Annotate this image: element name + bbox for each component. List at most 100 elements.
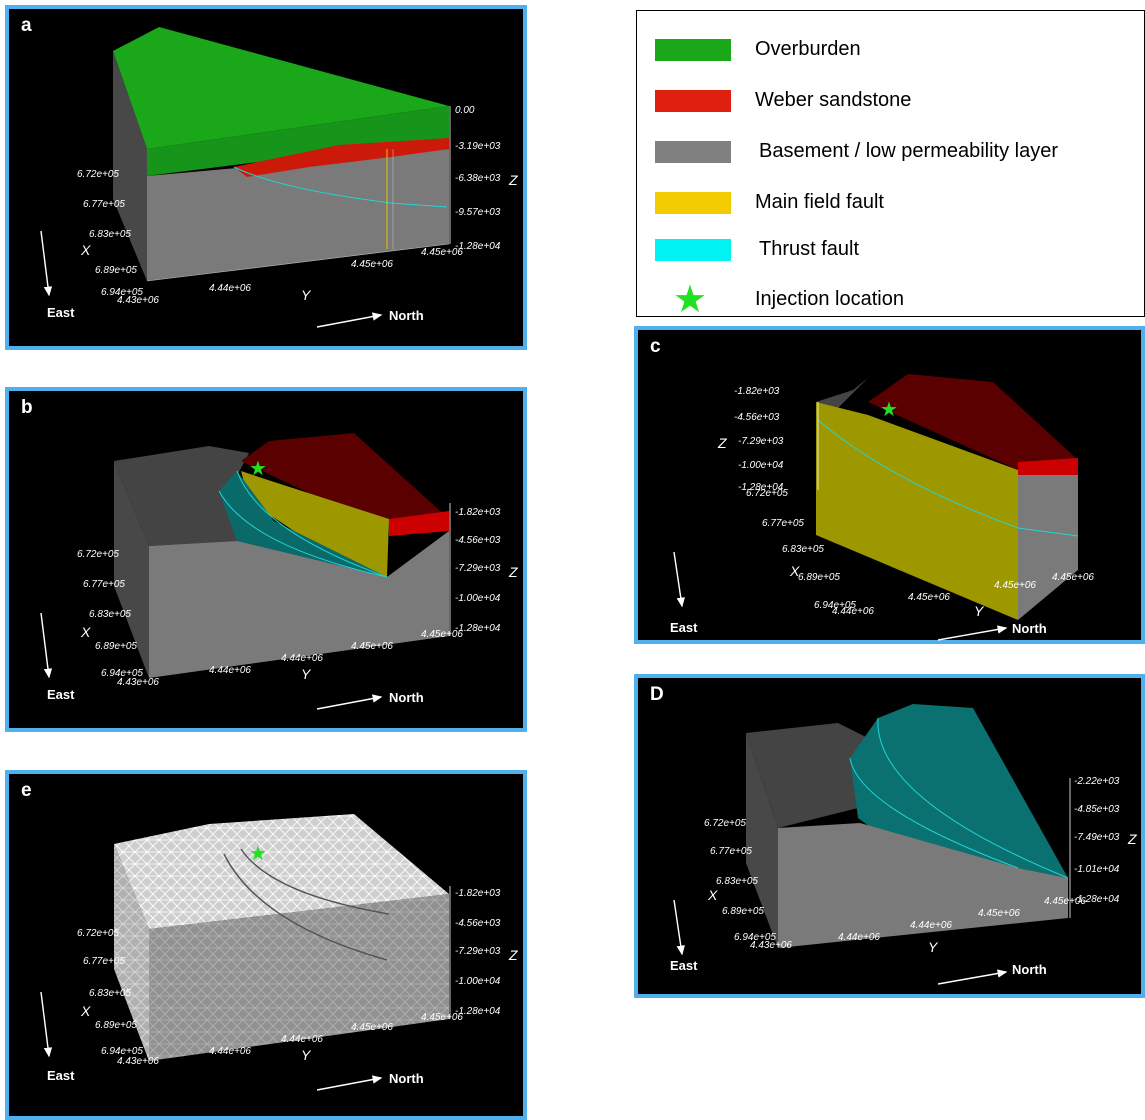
y-tick: 4.44e+06 <box>281 653 323 664</box>
legend-swatch <box>655 192 731 214</box>
north-label: North <box>389 308 424 323</box>
x-tick: 6.89e+05 <box>95 265 137 276</box>
z-axis-label: Z <box>717 435 727 451</box>
y-tick: 4.45e+06 <box>978 908 1020 919</box>
z-tick: -4.56e+03 <box>734 412 780 423</box>
x-tick: 6.83e+05 <box>89 988 131 999</box>
z-tick: -9.57e+03 <box>455 207 501 218</box>
east-label: East <box>47 1068 75 1083</box>
z-tick: -1.82e+03 <box>455 888 501 899</box>
x-tick: 6.72e+05 <box>77 928 119 939</box>
x-tick: 6.83e+05 <box>89 229 131 240</box>
panel-b: ★ b 6.72e+05 6.77e+05 6.83e+05 6.89e+05 … <box>5 387 527 732</box>
z-tick: -1.28e+04 <box>1074 894 1120 905</box>
x-axis-label: X <box>80 624 91 640</box>
east-label: East <box>670 620 698 635</box>
legend-item-weber-sandstone: Weber sandstone <box>637 84 1144 118</box>
panel-e-annotations: 6.72e+05 6.77e+05 6.83e+05 6.89e+05 6.94… <box>40 888 518 1091</box>
panel-c-annotations: -1.82e+03 -4.56e+03 -7.29e+03 -1.00e+04 … <box>670 386 1094 641</box>
z-tick: -4.56e+03 <box>455 918 501 929</box>
z-tick: -2.22e+03 <box>1074 776 1120 787</box>
x-tick: 6.72e+05 <box>746 488 788 499</box>
panel-d-annotations: 6.72e+05 6.77e+05 6.83e+05 6.89e+05 6.94… <box>670 776 1137 985</box>
y-axis-label: Y <box>301 1047 312 1063</box>
y-tick: 4.43e+06 <box>750 940 792 951</box>
legend-swatch <box>655 239 731 261</box>
panel-a-render <box>113 27 451 282</box>
panel-a: a 6.72e+05 6.77e+05 6.83e+05 6.89e+05 6.… <box>5 5 527 350</box>
panel-label: D <box>650 684 664 705</box>
east-label: East <box>47 687 75 702</box>
z-tick: -1.28e+04 <box>455 241 501 252</box>
panel-e: ★ e 6.72e+05 6.77e+05 6.83e+05 6.89e+05 … <box>5 770 527 1120</box>
z-tick: -1.01e+04 <box>1074 864 1120 875</box>
x-axis-label: X <box>707 887 718 903</box>
x-tick: 6.94e+05 <box>101 287 143 298</box>
x-tick: 6.83e+05 <box>716 876 758 887</box>
z-tick: -1.00e+04 <box>455 593 501 604</box>
legend-label: Basement / low permeability layer <box>759 140 1059 162</box>
y-tick: 4.45e+06 <box>908 592 950 603</box>
y-tick: 4.44e+06 <box>910 920 952 931</box>
y-tick: 4.44e+06 <box>832 606 874 617</box>
z-tick: -7.29e+03 <box>455 946 501 957</box>
injection-star-icon: ★ <box>880 399 898 421</box>
star-icon: ★ <box>673 279 708 321</box>
x-axis-label: X <box>80 1003 91 1019</box>
injection-star-icon: ★ <box>249 458 267 480</box>
z-tick: -3.19e+03 <box>455 141 501 152</box>
north-label: North <box>389 690 424 705</box>
x-tick: 6.94e+05 <box>101 668 143 679</box>
z-tick: -1.82e+03 <box>734 386 780 397</box>
panel-a-annotations: 6.72e+05 6.77e+05 6.83e+05 6.89e+05 6.94… <box>40 105 518 328</box>
legend-swatch <box>655 39 731 61</box>
z-tick: -1.28e+04 <box>455 623 501 634</box>
z-tick: -1.28e+04 <box>455 1006 501 1017</box>
panel-c: ★ c -1.82e+03 -4.56e+03 -7.29e+03 -1.00e… <box>634 326 1145 644</box>
z-tick: -7.49e+03 <box>1074 832 1120 843</box>
north-label: North <box>1012 621 1047 636</box>
legend-label: Thrust fault <box>759 238 860 260</box>
z-tick: -4.56e+03 <box>455 535 501 546</box>
z-tick: -1.00e+04 <box>455 976 501 987</box>
y-tick: 4.45e+06 <box>351 259 393 270</box>
x-axis-label: X <box>789 563 800 579</box>
panel-e-render: ★ <box>114 814 451 1061</box>
z-tick: -1.00e+04 <box>738 460 784 471</box>
north-label: North <box>1012 962 1047 977</box>
z-tick: -1.82e+03 <box>455 507 501 518</box>
y-tick: 4.45e+06 <box>351 641 393 652</box>
z-axis-label: Z <box>508 947 518 963</box>
legend-label: Injection location <box>755 288 904 310</box>
y-axis-label: Y <box>301 666 312 682</box>
y-tick: 4.44e+06 <box>209 1046 251 1057</box>
z-axis-label: Z <box>508 564 518 580</box>
x-tick: 6.89e+05 <box>722 906 764 917</box>
y-tick: 4.45e+06 <box>351 1022 393 1033</box>
y-axis-label: Y <box>928 939 939 955</box>
panel-b-annotations: 6.72e+05 6.77e+05 6.83e+05 6.89e+05 6.94… <box>40 507 518 710</box>
x-tick: 6.77e+05 <box>710 846 752 857</box>
legend-item-thrust-fault: Thrust fault <box>637 233 1144 267</box>
x-tick: 6.89e+05 <box>798 572 840 583</box>
east-label: East <box>670 958 698 973</box>
north-label: North <box>389 1071 424 1086</box>
x-tick: 6.77e+05 <box>83 579 125 590</box>
x-tick: 6.77e+05 <box>762 518 804 529</box>
x-axis-label: X <box>80 242 91 258</box>
y-tick: 4.44e+06 <box>281 1034 323 1045</box>
x-tick: 6.89e+05 <box>95 641 137 652</box>
legend-swatch <box>655 141 731 163</box>
y-tick: 4.44e+06 <box>209 283 251 294</box>
y-tick: 4.44e+06 <box>838 932 880 943</box>
injection-star-icon: ★ <box>249 843 267 865</box>
legend-item-injection-location: ★ Injection location <box>637 279 1144 321</box>
legend-item-main-field-fault: Main field fault <box>637 186 1144 220</box>
z-tick: -7.29e+03 <box>738 436 784 447</box>
x-tick: 6.72e+05 <box>704 818 746 829</box>
z-tick: 0.00 <box>455 105 475 116</box>
x-tick: 6.72e+05 <box>77 549 119 560</box>
y-tick: 4.43e+06 <box>117 1056 159 1067</box>
legend-label: Weber sandstone <box>755 89 912 111</box>
z-axis-label: Z <box>1127 831 1137 847</box>
